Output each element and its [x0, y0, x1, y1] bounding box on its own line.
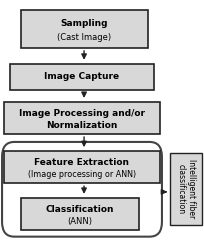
FancyBboxPatch shape [4, 102, 159, 134]
FancyBboxPatch shape [10, 64, 153, 90]
FancyBboxPatch shape [20, 10, 147, 48]
Text: (ANN): (ANN) [67, 216, 92, 226]
Text: Intelligent fiber
classification: Intelligent fiber classification [175, 159, 195, 218]
Text: (Cast Image): (Cast Image) [57, 33, 111, 42]
Text: (Image processing or ANN): (Image processing or ANN) [28, 170, 135, 179]
Text: Image Processing and/or: Image Processing and/or [19, 109, 144, 118]
Text: Sampling: Sampling [60, 19, 107, 28]
Text: Image Capture: Image Capture [44, 72, 119, 81]
FancyBboxPatch shape [169, 153, 201, 225]
FancyBboxPatch shape [4, 151, 159, 183]
Text: Classification: Classification [45, 205, 114, 214]
Text: Feature Extraction: Feature Extraction [34, 158, 129, 167]
FancyBboxPatch shape [20, 198, 139, 230]
Text: Normalization: Normalization [46, 121, 117, 130]
